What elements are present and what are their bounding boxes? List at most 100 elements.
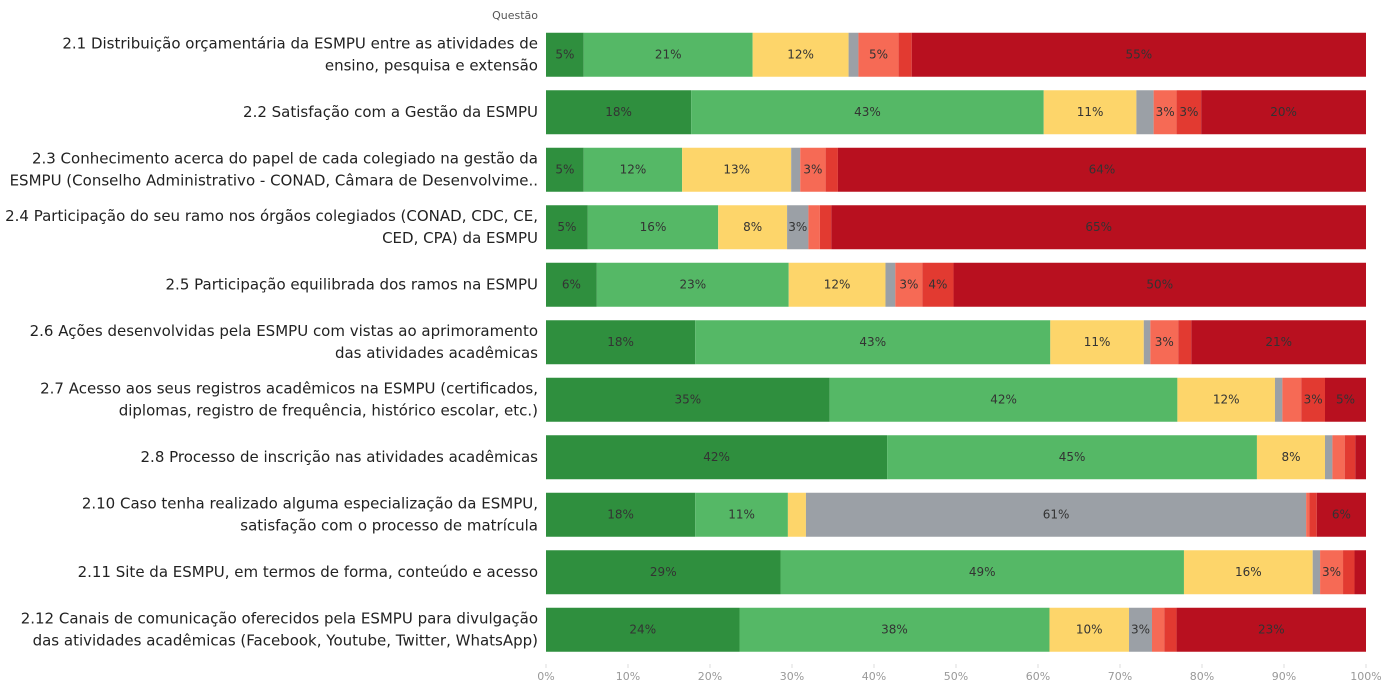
- category-label: 2.11 Site da ESMPU, em termos de forma, …: [78, 563, 538, 581]
- bar-segment: [596, 262, 789, 307]
- x-tick-label: 100%: [1350, 670, 1381, 683]
- category-label: 2.5 Participação equilibrada dos ramos n…: [166, 275, 538, 293]
- value-label: 6%: [1332, 507, 1351, 521]
- bar-segment: [546, 147, 584, 192]
- bar-segment: [546, 550, 781, 595]
- bar-segment: [825, 147, 838, 192]
- bar-segment: [1129, 607, 1152, 652]
- bar-segment: [695, 320, 1051, 365]
- bar-segment: [895, 262, 923, 307]
- value-label: 3%: [1156, 105, 1175, 119]
- bar-segment: [583, 32, 753, 77]
- category-label: 2.1 Distribuição orçamentária da ESMPU e…: [62, 34, 538, 52]
- bar-segment: [1316, 492, 1366, 537]
- bar-segment: [922, 262, 954, 307]
- value-label: 5%: [1336, 392, 1355, 406]
- bar-segment: [546, 435, 888, 480]
- x-tick-label: 70%: [1108, 670, 1132, 683]
- bar-segment: [1282, 377, 1302, 422]
- bar-segment: [546, 32, 584, 77]
- bar-segment: [911, 32, 1366, 77]
- value-label: 3%: [1322, 565, 1341, 579]
- bar-segment: [546, 607, 740, 652]
- bar-segment: [1256, 435, 1325, 480]
- value-label: 18%: [607, 335, 634, 349]
- value-label: 12%: [620, 162, 647, 176]
- value-label: 23%: [1258, 622, 1285, 636]
- bar-segment: [953, 262, 1366, 307]
- bar-segment: [546, 262, 597, 307]
- category-label: 2.10 Caso tenha realizado alguma especia…: [82, 494, 538, 512]
- bar-segment: [718, 205, 788, 250]
- value-label: 5%: [869, 47, 888, 61]
- value-label: 13%: [723, 162, 750, 176]
- value-label: 16%: [1235, 565, 1262, 579]
- bar-segment: [1344, 435, 1356, 480]
- value-label: 5%: [557, 220, 576, 234]
- x-tick-label: 40%: [862, 670, 886, 683]
- bar-segment: [1136, 90, 1154, 135]
- value-label: 42%: [703, 450, 730, 464]
- bar-segment: [1332, 435, 1345, 480]
- bar-segment: [848, 32, 859, 77]
- bar-segment: [1153, 90, 1177, 135]
- bar-segment: [1043, 90, 1137, 135]
- bar-segment: [1050, 320, 1144, 365]
- value-label: 3%: [1179, 105, 1198, 119]
- value-label: 20%: [1270, 105, 1297, 119]
- value-label: 11%: [1084, 335, 1111, 349]
- value-label: 12%: [1213, 392, 1240, 406]
- bar-segment: [1325, 377, 1366, 422]
- value-label: 43%: [854, 105, 881, 119]
- value-label: 5%: [555, 162, 574, 176]
- bar-segment: [805, 492, 1307, 537]
- bar-segment: [583, 147, 683, 192]
- bar-segment: [1309, 492, 1317, 537]
- category-label: ensino, pesquisa e extensão: [325, 56, 538, 74]
- category-label: 2.2 Satisfação com a Gestão da ESMPU: [243, 103, 538, 121]
- value-label: 5%: [555, 47, 574, 61]
- bar-segment: [546, 377, 830, 422]
- x-tick-label: 10%: [616, 670, 640, 683]
- bar-segment: [885, 262, 896, 307]
- bar-segment: [1312, 550, 1321, 595]
- bar-segment: [691, 90, 1044, 135]
- bar-segment: [752, 32, 849, 77]
- x-tick-label: 80%: [1190, 670, 1214, 683]
- bar-segment: [739, 607, 1050, 652]
- category-label: CED, CPA) da ESMPU: [382, 229, 538, 247]
- value-label: 3%: [1155, 335, 1174, 349]
- x-tick-label: 30%: [780, 670, 804, 683]
- value-label: 10%: [1076, 622, 1103, 636]
- bar-segment: [787, 205, 809, 250]
- value-label: 3%: [1131, 622, 1150, 636]
- category-label: 2.4 Participação do seu ramo nos órgãos …: [5, 207, 538, 225]
- category-label: das atividades acadêmicas: [335, 344, 538, 362]
- bar-segment: [1354, 550, 1366, 595]
- value-label: 8%: [743, 220, 762, 234]
- category-label: satisfação com o processo de matrícula: [240, 516, 538, 534]
- bar-segment: [695, 492, 788, 537]
- bar-segment: [831, 205, 1366, 250]
- value-label: 3%: [803, 162, 822, 176]
- x-tick-label: 60%: [1026, 670, 1050, 683]
- bar-segment: [1306, 492, 1310, 537]
- bar-segment: [1325, 435, 1333, 480]
- bar-segment: [787, 492, 806, 537]
- value-label: 64%: [1089, 162, 1116, 176]
- value-label: 18%: [607, 507, 634, 521]
- bar-segment: [546, 320, 696, 365]
- category-label: ESMPU (Conselho Administrativo - CONAD, …: [10, 171, 538, 189]
- value-label: 3%: [899, 277, 918, 291]
- bar-segment: [1178, 320, 1192, 365]
- category-label: 2.6 Ações desenvolvidas pela ESMPU com v…: [30, 322, 538, 340]
- bar-segment: [546, 205, 588, 250]
- x-tick-label: 50%: [944, 670, 968, 683]
- category-label: 2.8 Processo de inscrição nas atividades…: [141, 448, 539, 466]
- value-label: 16%: [640, 220, 667, 234]
- value-label: 43%: [859, 335, 886, 349]
- value-label: 45%: [1059, 450, 1086, 464]
- bar-segment: [1164, 607, 1177, 652]
- bar-segment: [1355, 435, 1366, 480]
